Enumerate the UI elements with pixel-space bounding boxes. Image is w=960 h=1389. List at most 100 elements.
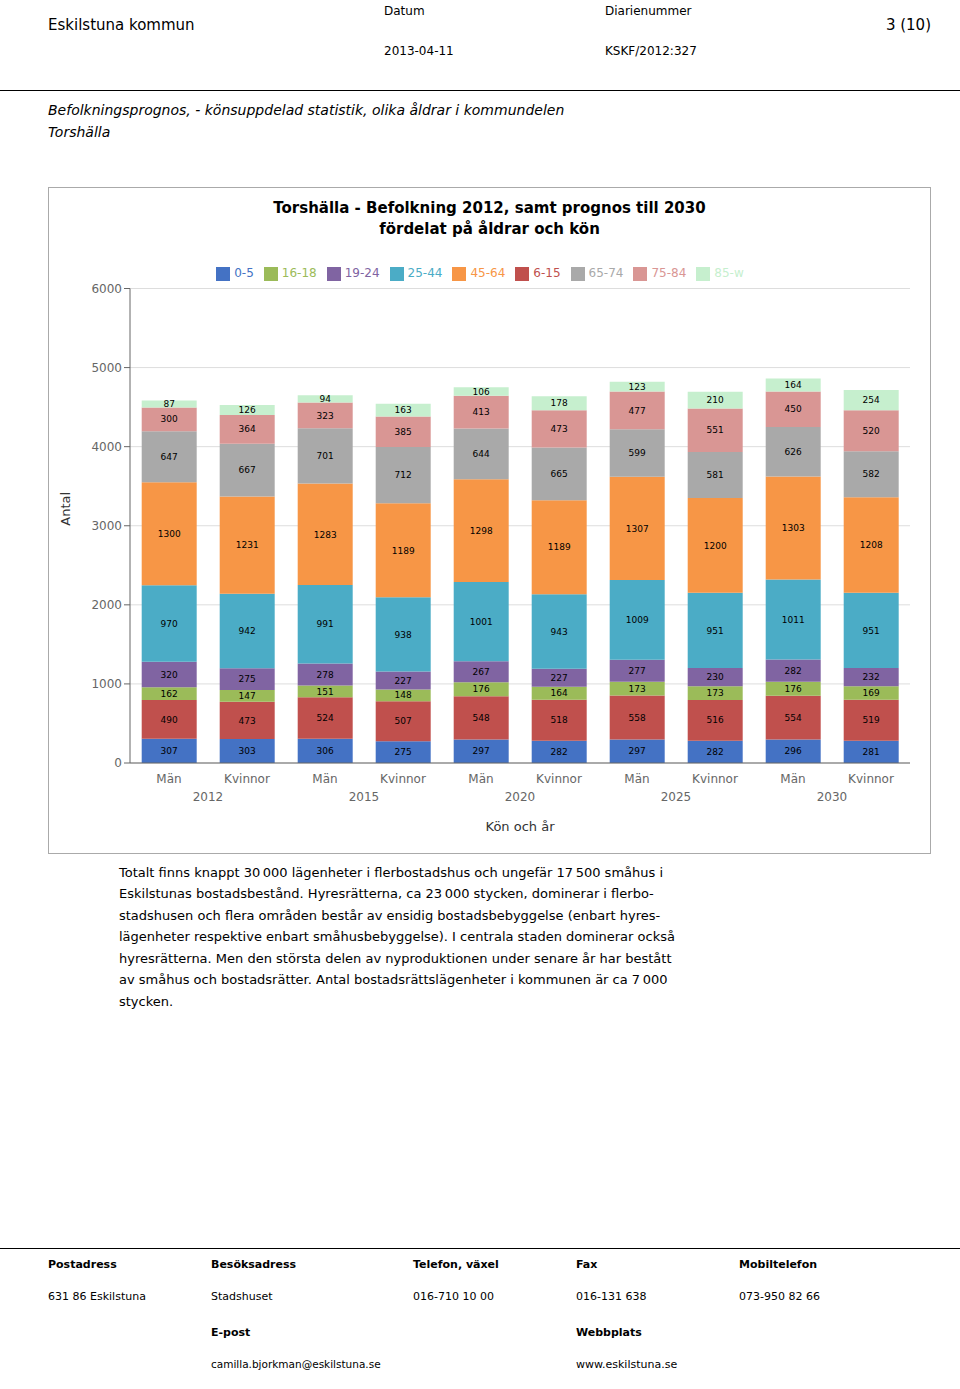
svg-text:582: 582	[863, 469, 880, 479]
svg-text:Män: Män	[156, 772, 181, 786]
svg-text:2030: 2030	[817, 790, 848, 804]
svg-text:Män: Män	[780, 772, 805, 786]
svg-text:554: 554	[785, 713, 802, 723]
svg-text:Antal: Antal	[58, 492, 73, 526]
svg-text:516: 516	[707, 715, 724, 725]
svg-text:2015: 2015	[349, 790, 380, 804]
svg-text:938: 938	[395, 630, 412, 640]
svg-text:303: 303	[239, 746, 256, 756]
svg-text:507: 507	[395, 716, 412, 726]
svg-text:Kvinnor: Kvinnor	[380, 772, 426, 786]
svg-text:87: 87	[163, 399, 174, 409]
svg-text:524: 524	[317, 713, 334, 723]
svg-text:282: 282	[551, 747, 568, 757]
svg-text:297: 297	[473, 746, 490, 756]
svg-text:173: 173	[707, 688, 724, 698]
svg-text:297: 297	[629, 746, 646, 756]
svg-text:1307: 1307	[626, 524, 649, 534]
svg-text:520: 520	[863, 426, 880, 436]
svg-text:320: 320	[161, 670, 178, 680]
svg-text:385: 385	[395, 427, 412, 437]
svg-text:173: 173	[629, 684, 646, 694]
svg-text:951: 951	[707, 626, 724, 636]
svg-text:1298: 1298	[470, 526, 493, 536]
svg-text:2000: 2000	[91, 598, 122, 612]
svg-text:490: 490	[161, 715, 178, 725]
svg-text:232: 232	[863, 672, 880, 682]
svg-text:3000: 3000	[91, 519, 122, 533]
svg-text:1200: 1200	[704, 541, 727, 551]
svg-text:2025: 2025	[661, 790, 692, 804]
svg-text:210: 210	[707, 395, 724, 405]
svg-text:267: 267	[473, 667, 490, 677]
svg-text:94: 94	[319, 394, 331, 404]
svg-text:701: 701	[317, 451, 334, 461]
svg-text:551: 551	[707, 425, 724, 435]
svg-text:599: 599	[629, 448, 646, 458]
svg-text:Kvinnor: Kvinnor	[536, 772, 582, 786]
svg-text:558: 558	[629, 713, 646, 723]
svg-text:4000: 4000	[91, 440, 122, 454]
svg-text:951: 951	[863, 626, 880, 636]
svg-text:Kvinnor: Kvinnor	[692, 772, 738, 786]
svg-text:275: 275	[395, 747, 412, 757]
svg-text:178: 178	[551, 398, 568, 408]
svg-text:644: 644	[473, 449, 490, 459]
svg-text:254: 254	[863, 395, 880, 405]
svg-text:275: 275	[239, 674, 256, 684]
svg-text:227: 227	[551, 673, 568, 683]
svg-text:Män: Män	[468, 772, 493, 786]
svg-text:277: 277	[629, 666, 646, 676]
svg-text:282: 282	[785, 666, 802, 676]
svg-text:413: 413	[473, 407, 490, 417]
svg-text:230: 230	[707, 672, 724, 682]
svg-text:364: 364	[239, 424, 256, 434]
svg-text:5000: 5000	[91, 361, 122, 375]
svg-text:943: 943	[551, 627, 568, 637]
svg-text:1000: 1000	[91, 677, 122, 691]
svg-text:176: 176	[785, 684, 802, 694]
svg-text:296: 296	[785, 746, 802, 756]
svg-text:164: 164	[785, 380, 802, 390]
svg-text:1208: 1208	[860, 540, 883, 550]
svg-text:581: 581	[707, 470, 724, 480]
svg-text:306: 306	[317, 746, 334, 756]
svg-text:1283: 1283	[314, 530, 337, 540]
svg-text:169: 169	[863, 688, 880, 698]
svg-text:Män: Män	[312, 772, 337, 786]
svg-text:473: 473	[551, 424, 568, 434]
svg-text:148: 148	[395, 690, 412, 700]
svg-text:473: 473	[239, 716, 256, 726]
svg-text:450: 450	[785, 404, 802, 414]
svg-text:0: 0	[114, 756, 122, 770]
svg-text:626: 626	[785, 447, 802, 457]
svg-text:1303: 1303	[782, 523, 805, 533]
svg-text:Kvinnor: Kvinnor	[848, 772, 894, 786]
svg-text:1231: 1231	[236, 540, 259, 550]
svg-text:Kvinnor: Kvinnor	[224, 772, 270, 786]
svg-text:282: 282	[707, 747, 724, 757]
svg-text:162: 162	[161, 689, 178, 699]
svg-text:991: 991	[317, 619, 334, 629]
svg-text:2020: 2020	[505, 790, 536, 804]
svg-text:1189: 1189	[392, 546, 415, 556]
svg-text:Män: Män	[624, 772, 649, 786]
svg-text:1189: 1189	[548, 542, 571, 552]
svg-text:6000: 6000	[91, 282, 122, 296]
svg-text:665: 665	[551, 469, 568, 479]
svg-text:1001: 1001	[470, 617, 493, 627]
svg-text:2012: 2012	[193, 790, 224, 804]
svg-text:548: 548	[473, 713, 490, 723]
svg-text:300: 300	[161, 414, 178, 424]
svg-text:227: 227	[395, 676, 412, 686]
svg-text:712: 712	[395, 470, 412, 480]
svg-text:519: 519	[863, 715, 880, 725]
svg-text:1011: 1011	[782, 615, 805, 625]
svg-text:164: 164	[551, 688, 568, 698]
svg-text:281: 281	[863, 747, 880, 757]
svg-text:106: 106	[473, 387, 490, 397]
svg-text:278: 278	[317, 670, 334, 680]
svg-text:307: 307	[161, 746, 178, 756]
svg-text:667: 667	[239, 465, 256, 475]
svg-text:163: 163	[395, 405, 412, 415]
